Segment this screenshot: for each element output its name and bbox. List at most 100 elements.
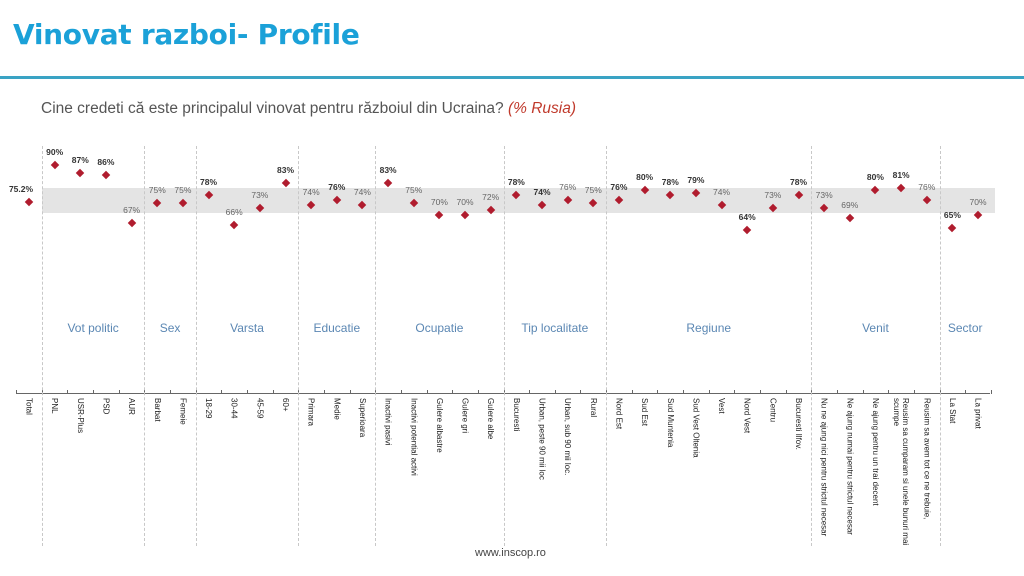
group-label: Vot politic	[67, 321, 119, 335]
category-label: Urban, sub 90 mii loc.	[563, 398, 573, 476]
category-label: USR-Plus	[75, 398, 85, 434]
category-label: PSD	[101, 398, 111, 415]
category-label: 30-44	[229, 398, 239, 419]
group-separator	[939, 146, 941, 546]
category-label: Total	[24, 398, 34, 415]
group-separator	[144, 146, 146, 546]
data-value-label: 87%	[71, 154, 89, 165]
category-label: Rural	[588, 398, 598, 418]
data-point-marker	[948, 223, 957, 232]
data-value-label: 80%	[866, 172, 884, 182]
category-label: La privat	[973, 398, 983, 429]
category-label: Bucuresti	[511, 398, 521, 432]
data-value-label: 72%	[482, 192, 500, 202]
data-point-marker	[383, 178, 393, 187]
category-label: Bucuresti Ilfov.	[794, 398, 803, 450]
x-axis-tick	[836, 390, 838, 394]
data-point-marker	[281, 178, 290, 187]
data-value-label: 78%	[661, 177, 679, 187]
x-axis	[16, 393, 990, 394]
data-value-label: 65%	[943, 209, 961, 220]
x-axis-tick	[170, 390, 172, 394]
category-label: Inactivi pasivi	[383, 398, 393, 446]
data-value-label: 74%	[302, 187, 320, 197]
x-axis-tick	[426, 390, 428, 394]
group-separator	[811, 146, 813, 546]
average-band	[42, 188, 995, 213]
x-axis-tick	[888, 390, 890, 394]
category-label: Primara	[306, 398, 316, 427]
question-unit: (% Rusia)	[507, 100, 577, 117]
data-value-label: 83%	[379, 164, 397, 175]
x-axis-tick	[400, 390, 402, 394]
x-axis-tick	[477, 390, 479, 394]
category-label: Gulere albe	[486, 398, 496, 440]
group-label: Sex	[159, 321, 181, 335]
data-value-label: 73%	[764, 189, 782, 200]
data-point-marker	[50, 160, 59, 170]
x-axis-tick	[272, 390, 274, 394]
category-label: Nord Vest	[742, 398, 752, 434]
x-axis-tick	[580, 390, 582, 394]
data-value-label: 74%	[713, 187, 731, 197]
category-label: Gulere gri	[460, 398, 470, 434]
question-text: Cine credeti că este principalul vinovat…	[41, 100, 504, 117]
data-value-label: 86%	[97, 157, 115, 167]
category-label: Ne ajung numai pentru strictul necesar	[845, 398, 855, 535]
x-axis-tick	[67, 390, 69, 394]
data-value-label: 74%	[533, 187, 551, 197]
category-label: Superioara	[357, 398, 367, 438]
data-value-label: 78%	[789, 177, 808, 187]
footer-url: www.inscop.ro	[475, 547, 546, 559]
x-axis-tick	[631, 390, 633, 394]
data-value-label: 73%	[815, 189, 833, 200]
group-label: Tip localitate	[521, 321, 589, 335]
category-label: Gulere albastre	[434, 398, 444, 453]
x-axis-tick	[529, 390, 531, 394]
category-label: AUR	[127, 398, 137, 415]
data-value-label: 74%	[353, 187, 371, 197]
data-value-label: 75.2%	[8, 184, 34, 194]
category-label: Medie	[332, 398, 342, 420]
category-label: Urban, peste 90 mii loc	[537, 398, 547, 480]
title-rule	[0, 76, 1024, 79]
data-value-label: 75%	[148, 184, 166, 195]
x-axis-tick	[990, 390, 992, 394]
group-separator	[195, 146, 197, 546]
category-label: Nu ne ajung nici pentru strictul necesar	[819, 398, 829, 537]
group-separator	[375, 146, 377, 546]
data-point-marker	[742, 225, 752, 235]
data-value-label: 78%	[200, 177, 218, 187]
data-value-label: 76%	[559, 182, 577, 192]
category-label: Nord Est	[614, 398, 624, 430]
category-label: Reusim sa avem tot ce ne trebuie,	[922, 398, 932, 520]
group-label: Ocupatie	[415, 321, 464, 335]
data-value-label: 73%	[251, 189, 269, 200]
category-label: 45-59	[255, 398, 265, 419]
data-point-marker	[76, 168, 85, 177]
category-label: 18-29	[204, 398, 214, 419]
x-axis-tick	[452, 390, 454, 394]
data-value-label: 75%	[584, 184, 602, 195]
x-axis-tick	[965, 390, 967, 394]
category-label: Centru	[768, 398, 778, 423]
category-label: Reusim sa cumparam si unele bunuri mai s…	[892, 398, 911, 546]
data-value-label: 66%	[225, 207, 243, 217]
group-label: Educatie	[313, 321, 361, 335]
data-value-label: 76%	[610, 182, 628, 192]
category-label: Sud Muntenia	[665, 398, 675, 448]
data-point-marker	[229, 220, 239, 230]
x-axis-tick	[862, 390, 864, 394]
x-axis-tick	[734, 390, 736, 394]
data-point-marker	[24, 197, 34, 207]
category-label: PNL	[50, 398, 60, 414]
x-axis-tick	[785, 390, 787, 394]
data-value-label: 64%	[738, 212, 756, 222]
group-label: Regiune	[686, 321, 732, 335]
data-value-label: 76%	[328, 182, 346, 192]
slide-title: Vinovat razboi- Profile	[13, 18, 360, 51]
category-label: Sud Vest Oltenia	[691, 398, 701, 458]
x-axis-tick	[93, 390, 95, 394]
group-separator	[606, 146, 608, 546]
